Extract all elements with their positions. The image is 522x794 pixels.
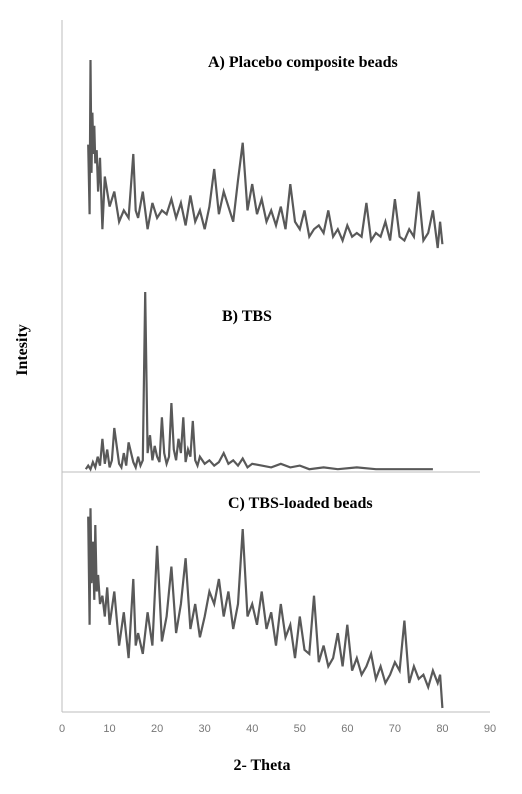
panel-c-trace — [87, 508, 444, 709]
x-tick-label: 50 — [294, 723, 306, 735]
x-tick-label: 20 — [151, 723, 163, 735]
x-tick-label: 80 — [436, 723, 448, 735]
x-tick-label: 70 — [389, 723, 401, 735]
x-axis-label: 2- Theta — [233, 757, 290, 774]
x-tick-label: 60 — [341, 723, 353, 735]
x-tick-labels: 0 10 20 30 40 50 60 70 80 90 — [59, 723, 496, 735]
xrd-traces — [84, 59, 444, 709]
x-tick-label: 40 — [246, 723, 258, 735]
panel-c-title: C) TBS-loaded beads — [228, 495, 373, 512]
panel-a-title: A) Placebo composite beads — [208, 54, 398, 71]
x-tick-label: 90 — [484, 723, 496, 735]
x-tick-label: 10 — [103, 723, 115, 735]
x-tick-label: 0 — [59, 723, 65, 735]
panel-b-title: B) TBS — [222, 308, 272, 325]
y-axis-label: Intesity — [14, 324, 31, 376]
x-tick-label: 30 — [199, 723, 211, 735]
panel-titles: A) Placebo composite beads B) TBS C) TBS… — [208, 54, 398, 512]
panel-b-trace — [84, 291, 433, 472]
panel-a-trace — [87, 59, 444, 249]
